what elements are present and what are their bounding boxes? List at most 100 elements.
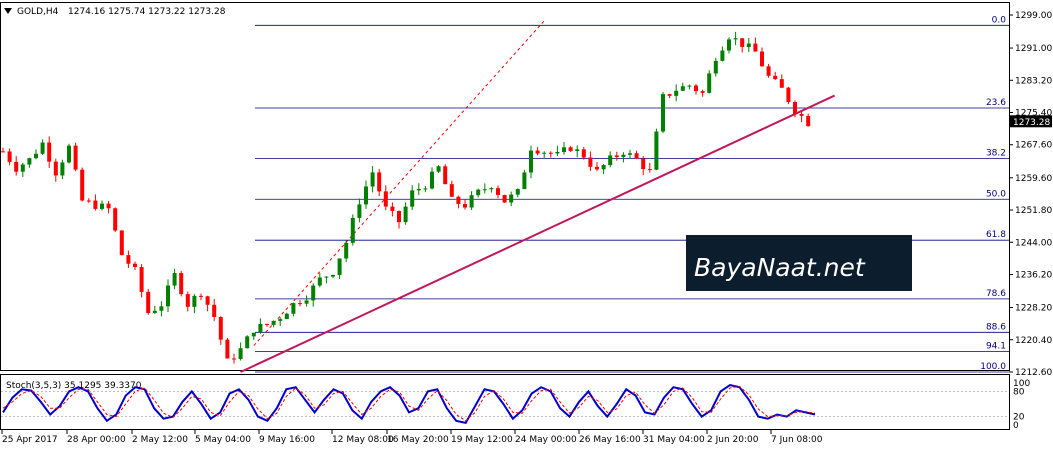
candle-body [436, 166, 441, 172]
drawn-lines[interactable] [240, 20, 836, 373]
candle-body [476, 189, 481, 196]
price-axis[interactable]: 1299.00 1291.00 1283.20 1275.40 1267.60 1259.… [1009, 11, 1052, 378]
y-tick-label: 1228.20 [1015, 304, 1052, 314]
stoch-signal-line [2, 385, 816, 422]
candle-body [113, 208, 118, 231]
candle-body [423, 188, 428, 190]
triangle-down-icon[interactable] [4, 8, 12, 14]
candle-body [271, 320, 276, 325]
stoch-label: Stoch(3,5,3) 35.1295 39.3370 [6, 381, 142, 391]
stoch-tick-label: 100 [1013, 379, 1030, 389]
x-tick-label: 19 May 12:00 [451, 435, 513, 445]
candle-body [482, 189, 487, 191]
candle-body [746, 43, 751, 47]
fib-level-label: 0.0 [992, 15, 1007, 25]
candle-body [357, 204, 362, 218]
candle-body [350, 217, 355, 243]
watermark: BayaNaat.net [686, 235, 912, 291]
stoch-tick-label: 80 [1013, 387, 1025, 397]
y-tick-label: 1220.40 [1015, 336, 1052, 346]
candle-body [383, 191, 388, 207]
candle-body [588, 157, 593, 167]
candle-body [192, 295, 197, 307]
y-tick-label: 1244.00 [1015, 238, 1052, 248]
y-tick-label: 1251.80 [1015, 206, 1052, 216]
candle-body [265, 323, 269, 325]
candle-body [443, 166, 448, 185]
fib-level-label: 100.0 [980, 362, 1006, 372]
candle-body [449, 184, 454, 197]
candle-body [720, 50, 725, 61]
x-tick-label: 2 Jun 20:00 [707, 435, 759, 445]
candle-body [106, 203, 111, 209]
candle-body [324, 276, 329, 278]
stoch-tick-label: 20 [1013, 413, 1025, 423]
watermark-box [686, 235, 912, 291]
candle-body [647, 169, 652, 171]
candle-body [694, 85, 698, 92]
candle-body [311, 285, 316, 301]
fib-level-label: 88.6 [986, 322, 1006, 332]
y-tick-label: 1267.60 [1015, 141, 1052, 151]
candle-body [766, 66, 771, 76]
x-tick-label: 25 Apr 2017 [2, 435, 58, 445]
fib-level-label: 94.1 [986, 341, 1006, 351]
fibonacci-retracement[interactable]: 0.0 23.6 38.2 50.0 61.8 78.6 88.6 94.1 100.0 [255, 15, 1009, 373]
candle-body [86, 200, 91, 202]
candle-body [291, 303, 296, 314]
candle-body [166, 285, 170, 307]
time-axis[interactable]: 25 Apr 2017 28 Apr 00:00 2 May 12:00 5 May … [1, 430, 823, 445]
candle-body [489, 188, 494, 190]
watermark-text: BayaNaat.net [694, 253, 866, 282]
candle-body [548, 152, 553, 154]
candle-body [199, 295, 203, 297]
candle-body [172, 273, 177, 286]
candle-body [674, 90, 679, 96]
main-panel-border [0, 2, 1010, 371]
y-tick-label: 1283.20 [1015, 76, 1052, 86]
trendline[interactable] [240, 94, 836, 373]
candle-body [469, 195, 474, 208]
candle-body [34, 153, 38, 159]
candle-body [218, 317, 223, 340]
candle-body [760, 51, 764, 67]
candle-body [53, 161, 58, 176]
candle-body [700, 91, 705, 93]
x-tick-label: 26 May 16:00 [579, 435, 641, 445]
candle-body [179, 273, 184, 295]
candle-body [185, 294, 190, 307]
projection-line[interactable] [253, 20, 545, 346]
candle-body [304, 300, 309, 304]
candle-body [344, 242, 349, 259]
x-tick-label: 16 May 20:00 [387, 435, 449, 445]
candle-body [331, 274, 335, 277]
y-tick-label: 1275.40 [1015, 109, 1052, 119]
candle-body [14, 161, 19, 172]
candle-body [1, 151, 5, 153]
candle-body [535, 150, 540, 154]
candle-body [47, 142, 52, 162]
candle-body [225, 339, 230, 359]
candle-body [515, 189, 520, 195]
candle-body [575, 149, 580, 151]
candle-body [621, 154, 626, 157]
candle-body [614, 155, 619, 157]
candle-body [799, 114, 804, 116]
candle-body [298, 303, 302, 305]
chart-header: GOLD,H4 1274.16 1275.74 1273.22 1273.28 [4, 7, 226, 17]
candle-body [278, 319, 283, 321]
candlestick-series [1, 31, 811, 364]
stoch-main-line [2, 384, 816, 425]
candle-body [463, 204, 467, 208]
candle-body [317, 277, 322, 286]
candle-body [786, 87, 791, 103]
stoch-panel-border [0, 374, 1010, 430]
candle-body [410, 190, 415, 207]
candle-body [245, 336, 250, 349]
candle-body [740, 38, 745, 47]
candle-body [713, 60, 718, 74]
candle-body [80, 169, 85, 201]
